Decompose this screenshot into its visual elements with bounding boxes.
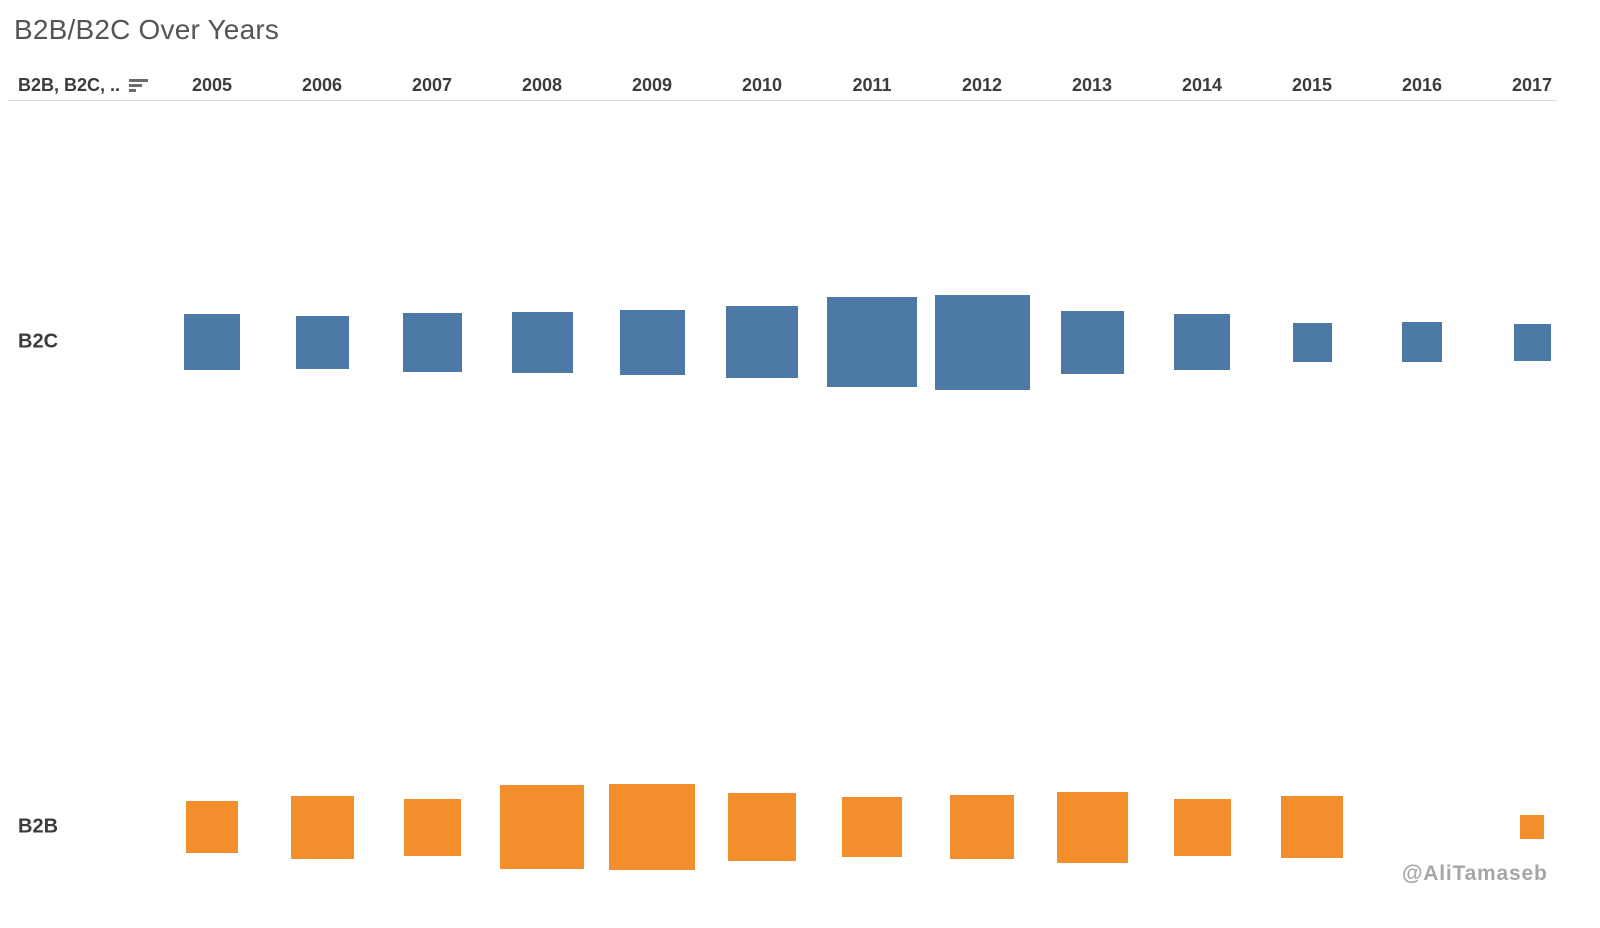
mark-b2b-2010[interactable]	[728, 793, 796, 861]
mark-b2c-2015[interactable]	[1292, 322, 1332, 362]
row-header-b2b[interactable]: B2B	[18, 815, 59, 838]
mark-b2c-2005[interactable]	[184, 314, 240, 370]
mark-b2c-2016[interactable]	[1402, 322, 1442, 362]
column-header-2009[interactable]: 2009	[631, 75, 673, 95]
mark-b2b-2017[interactable]	[1520, 815, 1544, 839]
column-header-2014[interactable]: 2014	[1181, 75, 1223, 95]
header-divider	[8, 100, 1557, 101]
row-header-b2c[interactable]: B2C	[18, 330, 59, 353]
column-header-2012[interactable]: 2012	[961, 75, 1003, 95]
column-header-2013[interactable]: 2013	[1071, 75, 1113, 95]
chart-title: B2B/B2C Over Years	[14, 14, 280, 45]
mark-b2c-2013[interactable]	[1060, 310, 1124, 374]
column-header-2005[interactable]: 2005	[191, 75, 233, 95]
column-header-2016[interactable]: 2016	[1401, 75, 1443, 95]
mark-b2b-2015[interactable]	[1281, 796, 1343, 858]
column-header-2017[interactable]: 2017	[1511, 75, 1553, 95]
mark-b2b-2006[interactable]	[290, 795, 354, 859]
watermark: @AliTamaseb	[1402, 862, 1548, 885]
column-header-2015[interactable]: 2015	[1291, 75, 1333, 95]
column-header-2008[interactable]: 2008	[521, 75, 563, 95]
mark-b2c-2010[interactable]	[726, 306, 798, 378]
column-header-2006[interactable]: 2006	[301, 75, 343, 95]
mark-b2b-2005[interactable]	[186, 801, 238, 853]
mark-b2c-2008[interactable]	[511, 311, 573, 373]
mark-b2b-2013[interactable]	[1056, 791, 1128, 863]
mark-b2b-2009[interactable]	[609, 784, 695, 870]
column-header-2010[interactable]: 2010	[741, 75, 783, 95]
mark-b2b-2012[interactable]	[950, 795, 1014, 859]
mark-b2c-2009[interactable]	[619, 309, 685, 375]
row-field-header[interactable]: B2B, B2C, ..	[18, 73, 149, 97]
column-header-2007[interactable]: 2007	[411, 75, 453, 95]
sort-descending-icon[interactable]	[129, 78, 149, 94]
mark-b2b-2008[interactable]	[500, 785, 584, 869]
mark-b2c-2011[interactable]	[827, 297, 917, 387]
column-header-2011[interactable]: 2011	[852, 75, 892, 95]
mark-b2b-2014[interactable]	[1173, 798, 1231, 856]
mark-b2c-2012[interactable]	[934, 294, 1030, 390]
row-field-label: B2B, B2C, ..	[18, 75, 121, 95]
mark-b2c-2007[interactable]	[402, 312, 462, 372]
mark-b2b-2011[interactable]	[842, 797, 902, 857]
mark-b2c-2017[interactable]	[1513, 323, 1551, 361]
mark-b2c-2006[interactable]	[295, 315, 349, 369]
mark-b2b-2007[interactable]	[403, 798, 461, 856]
mark-b2c-2014[interactable]	[1174, 314, 1230, 370]
